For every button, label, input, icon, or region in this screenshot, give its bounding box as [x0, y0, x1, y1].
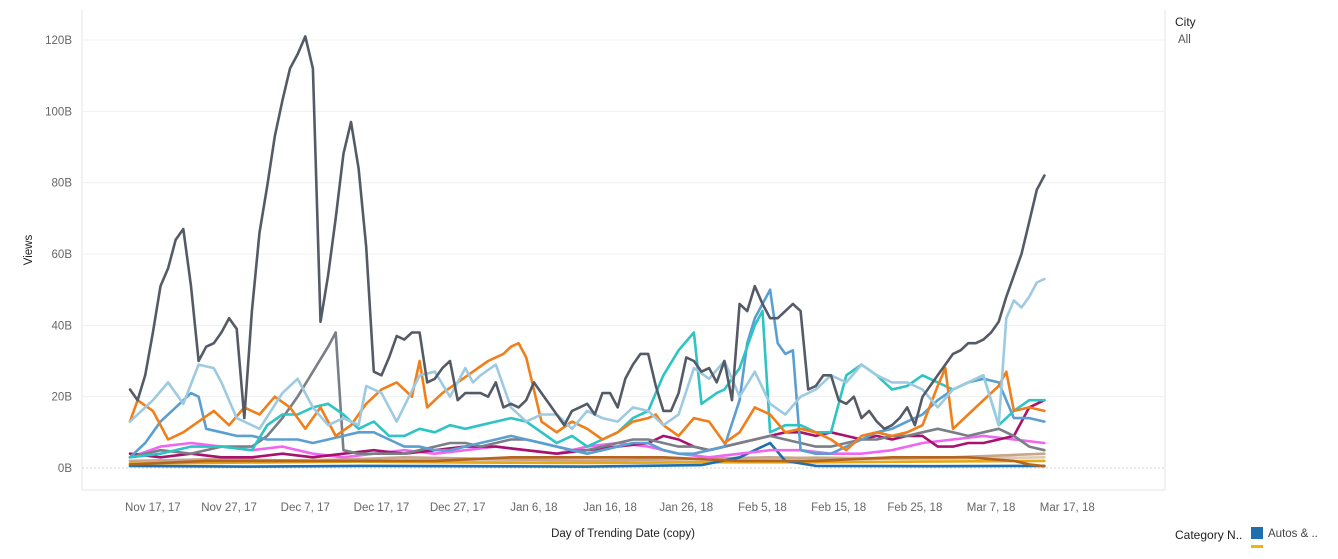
series-line — [128, 456, 1046, 468]
x-tick-label: Nov 17, 17 — [125, 502, 181, 514]
series-line — [128, 341, 1046, 452]
gridlines — [81, 10, 1166, 491]
legend-title: Category N.. — [1175, 528, 1243, 542]
y-tick-label: 100B — [45, 106, 72, 118]
y-tick-label: 20B — [52, 392, 73, 404]
y-axis-ticks: 0B 20B 40B 60B 80B 100B 120B — [45, 35, 72, 475]
y-axis-title: Views — [23, 235, 35, 266]
series-line — [128, 277, 1046, 431]
y-tick-label: 60B — [52, 249, 73, 261]
x-axis-ticks: Nov 17, 17 Nov 27, 17 Dec 7, 17 Dec 17, 17 D… — [125, 502, 1095, 514]
y-tick-label: 40B — [52, 320, 73, 332]
city-filter-value[interactable]: All — [1178, 34, 1191, 46]
y-tick-label: 0B — [58, 463, 72, 475]
series-line — [128, 35, 1046, 431]
city-filter-title: City — [1175, 15, 1196, 29]
x-tick-label: Jan 6, 18 — [510, 502, 557, 514]
x-tick-label: Jan 26, 18 — [659, 502, 713, 514]
x-tick-label: Dec 17, 17 — [354, 502, 410, 514]
x-tick-label: Dec 27, 17 — [430, 502, 486, 514]
x-axis-title: Day of Trending Date (copy) — [551, 528, 695, 540]
y-tick-label: 80B — [52, 178, 73, 190]
x-tick-label: Dec 7, 17 — [281, 502, 330, 514]
x-tick-label: Feb 25, 18 — [887, 502, 942, 514]
legend-item-label[interactable]: Autos & .. — [1268, 528, 1318, 540]
series-line — [128, 309, 1046, 459]
x-tick-label: Feb 5, 18 — [738, 502, 787, 514]
x-tick-label: Jan 16, 18 — [583, 502, 637, 514]
x-tick-label: Mar 17, 18 — [1040, 502, 1095, 514]
x-tick-label: Feb 15, 18 — [811, 502, 866, 514]
x-tick-label: Mar 7, 18 — [967, 502, 1016, 514]
legend-swatch — [1251, 527, 1263, 539]
series-line — [128, 459, 1046, 465]
series-lines — [128, 35, 1046, 468]
y-tick-label: 120B — [45, 35, 72, 47]
x-tick-label: Nov 27, 17 — [201, 502, 257, 514]
series-line — [128, 331, 1046, 459]
legend-swatch-next — [1251, 545, 1263, 548]
